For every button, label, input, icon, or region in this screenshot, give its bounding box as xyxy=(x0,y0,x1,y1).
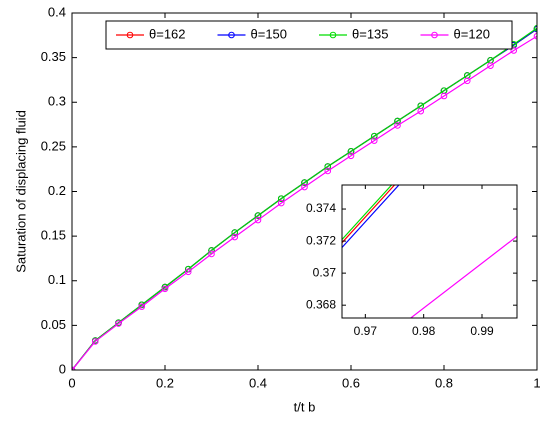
series-line xyxy=(72,27,537,370)
x-tick-label: 0.98 xyxy=(412,324,436,338)
y-tick-label: 0.4 xyxy=(48,4,66,19)
inset-chart: 0.97 0.98 0.99 0.368 0.37 0.372 0.374 xyxy=(306,184,518,338)
x-tick-label: 0 xyxy=(68,375,75,390)
marker xyxy=(115,320,122,327)
marker xyxy=(347,148,355,155)
y-tick-label: 0 xyxy=(59,361,66,376)
marker xyxy=(533,24,537,32)
marker xyxy=(208,250,215,258)
marker xyxy=(161,285,169,293)
x-tick-label: 0.6 xyxy=(342,375,360,390)
y-tick-label: 0.1 xyxy=(48,272,66,287)
marker xyxy=(324,167,332,175)
y-tick-label: 0.3 xyxy=(48,94,66,109)
legend-marker xyxy=(228,31,235,39)
y-tick-label: 0.25 xyxy=(41,138,66,153)
y-tick-label: 0.372 xyxy=(306,233,336,247)
y-tick-label: 0.37 xyxy=(313,265,337,279)
marker xyxy=(510,47,518,54)
series-line xyxy=(342,185,396,244)
legend-label: θ=162 xyxy=(149,26,186,41)
marker xyxy=(231,233,239,241)
x-tick-label: 0.2 xyxy=(156,375,174,390)
y-tick-label: 0.15 xyxy=(41,228,66,243)
series-line xyxy=(409,235,517,318)
marker xyxy=(231,229,239,236)
marker xyxy=(370,132,378,140)
legend-marker xyxy=(431,31,438,39)
y-tick-label: 0.374 xyxy=(306,201,336,215)
y-tick-label: 0.368 xyxy=(306,297,336,311)
series-line xyxy=(342,185,400,248)
marker xyxy=(487,62,494,69)
x-tick-label: 0.97 xyxy=(354,324,378,338)
marker xyxy=(324,163,332,170)
marker xyxy=(301,183,308,191)
x-tick-label: 0.99 xyxy=(470,324,494,338)
marker xyxy=(184,268,192,276)
legend-marker xyxy=(126,31,134,39)
plot-area xyxy=(342,185,517,318)
x-tick-label: 0.4 xyxy=(249,375,267,390)
x-axis-label: t/t b xyxy=(294,399,316,414)
axes-box xyxy=(341,184,518,319)
marker xyxy=(417,107,425,115)
legend: θ=162 θ=150 θ=135 θ=120 xyxy=(105,20,513,50)
y-axis-label: Saturation of displacing fluid xyxy=(13,110,28,273)
marker xyxy=(254,216,262,224)
marker xyxy=(277,195,285,202)
marker xyxy=(347,152,355,160)
series-line xyxy=(342,185,393,240)
plot-lines xyxy=(342,185,517,318)
x-tick-label: 0.8 xyxy=(435,375,453,390)
marker xyxy=(301,179,308,186)
marker xyxy=(394,122,401,129)
marker xyxy=(440,92,448,100)
marker xyxy=(463,77,471,85)
marker xyxy=(208,247,215,254)
series-line xyxy=(72,35,537,370)
marker xyxy=(370,137,378,144)
legend-label: θ=120 xyxy=(454,26,491,41)
marker xyxy=(394,117,401,125)
legend-marker xyxy=(329,31,337,39)
marker xyxy=(138,303,146,310)
y-tick-label: 0.35 xyxy=(41,49,66,64)
marker xyxy=(254,212,262,219)
marker xyxy=(533,32,537,40)
plot-lines xyxy=(72,24,537,370)
marker xyxy=(277,199,285,207)
legend-label: θ=150 xyxy=(251,26,288,41)
marker xyxy=(91,338,99,345)
y-tick-label: 0.2 xyxy=(48,183,66,198)
x-tick-label: 1 xyxy=(533,375,540,390)
legend-label: θ=135 xyxy=(352,26,389,41)
y-tick-label: 0.05 xyxy=(41,317,66,332)
